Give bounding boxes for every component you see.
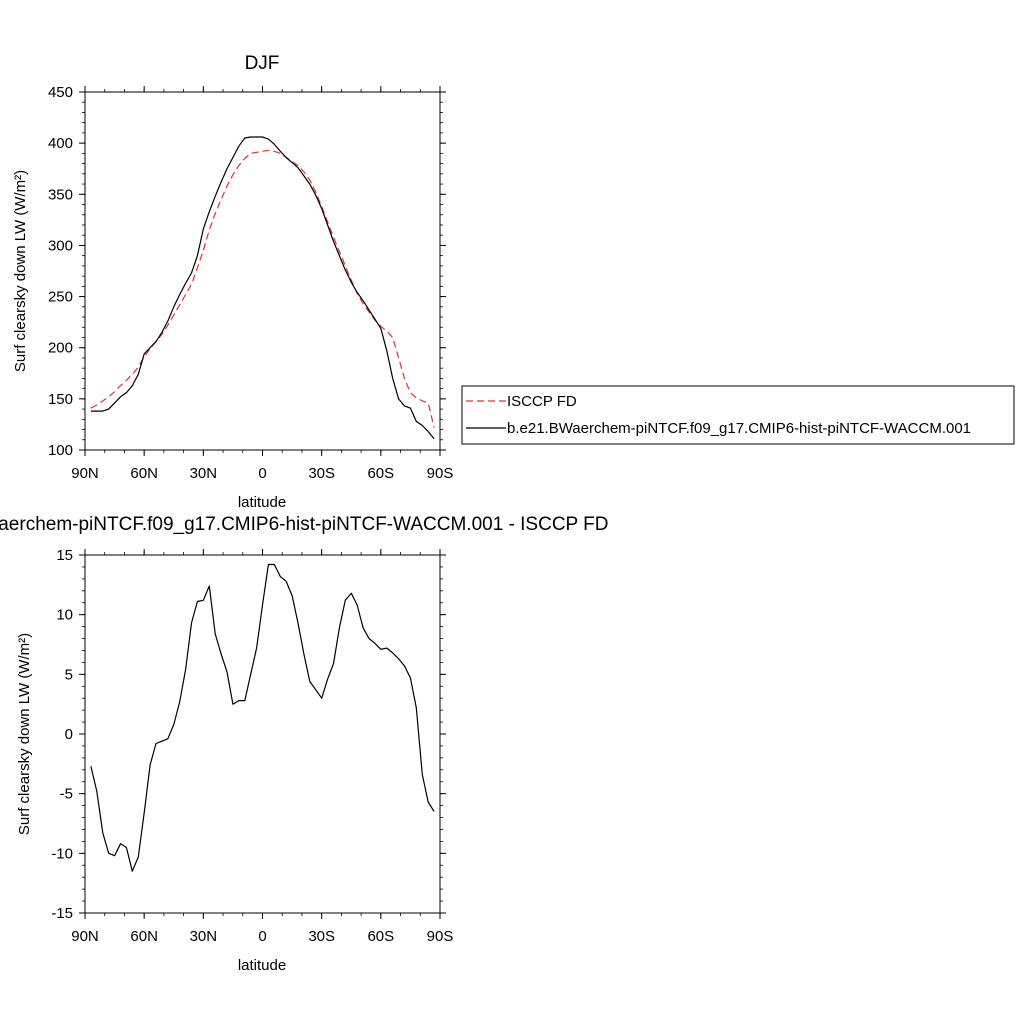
bottom-y-tick-label: 0 bbox=[65, 726, 73, 743]
top-panel-title: DJF bbox=[245, 53, 280, 74]
bottom-series-line-0 bbox=[90, 563, 435, 872]
legend-label-model: b.e21.BWaerchem-piNTCF.f09_g17.CMIP6-his… bbox=[507, 420, 971, 437]
legend-label-isccp: ISCCP FD bbox=[507, 393, 577, 410]
bottom-panel-y-tick-labels: -15 -10 -5 0 5 10 15 bbox=[51, 547, 73, 922]
top-y-tick-label: 150 bbox=[48, 391, 73, 408]
bottom-x-tick-label: 90S bbox=[427, 928, 454, 945]
bottom-y-tick-label: 5 bbox=[65, 666, 73, 683]
top-x-tick-label: 90N bbox=[71, 465, 99, 482]
bottom-y-tick-label: 15 bbox=[56, 547, 73, 564]
bottom-panel-x-axis-label: latitude bbox=[238, 957, 286, 974]
bottom-panel-difference: b.e21.BWaerchem-piNTCF.f09_g17.CMIP6-his… bbox=[0, 514, 608, 974]
top-series-line-1 bbox=[90, 136, 435, 440]
top-y-tick-label: 400 bbox=[48, 135, 73, 152]
top-panel-plot-frame bbox=[84, 91, 441, 451]
top-panel-x-tick-labels: 90N 60N 30N 0 30S 60S 90S bbox=[71, 465, 453, 482]
bottom-x-tick-label: 60S bbox=[367, 928, 394, 945]
top-y-tick-label: 300 bbox=[48, 237, 73, 254]
bottom-panel-title: b.e21.BWaerchem-piNTCF.f09_g17.CMIP6-his… bbox=[0, 514, 608, 535]
top-x-tick-label: 60S bbox=[367, 465, 394, 482]
top-panel-ticks bbox=[79, 86, 446, 456]
bottom-x-tick-label: 30N bbox=[190, 928, 218, 945]
bottom-x-tick-label: 0 bbox=[258, 928, 266, 945]
top-x-tick-label: 30N bbox=[190, 465, 218, 482]
bottom-y-tick-label: -10 bbox=[51, 845, 73, 862]
top-x-tick-label: 0 bbox=[258, 465, 266, 482]
top-panel-y-tick-labels: 100 150 200 250 300 350 400 450 bbox=[48, 84, 73, 459]
top-y-tick-label: 250 bbox=[48, 289, 73, 306]
top-panel-lines bbox=[90, 136, 435, 440]
top-series-line-0 bbox=[90, 149, 435, 428]
top-y-tick-label: 200 bbox=[48, 340, 73, 357]
bottom-panel-y-axis-label: Surf clearsky down LW (W/m²) bbox=[16, 633, 33, 835]
legend: ISCCP FD b.e21.BWaerchem-piNTCF.f09_g17.… bbox=[461, 385, 1015, 445]
bottom-x-tick-label: 90N bbox=[71, 928, 99, 945]
top-panel-djf: DJF 100 150 200 250 300 350 400 450 90N 60N 30N 0 3… bbox=[12, 53, 453, 511]
top-x-tick-label: 60N bbox=[130, 465, 158, 482]
bottom-panel-lines bbox=[90, 563, 435, 872]
bottom-x-tick-label: 30S bbox=[308, 928, 335, 945]
top-y-tick-label: 450 bbox=[48, 84, 73, 101]
legend-box bbox=[461, 385, 1015, 445]
top-panel-x-axis-label: latitude bbox=[238, 494, 286, 511]
top-y-tick-label: 350 bbox=[48, 186, 73, 203]
bottom-x-tick-label: 60N bbox=[130, 928, 158, 945]
bottom-y-tick-label: -15 bbox=[51, 905, 73, 922]
top-panel-y-axis-label: Surf clearsky down LW (W/m²) bbox=[12, 170, 29, 372]
bottom-panel-plot-frame bbox=[84, 554, 441, 914]
top-x-tick-label: 90S bbox=[427, 465, 454, 482]
top-y-tick-label: 100 bbox=[48, 442, 73, 459]
top-x-tick-label: 30S bbox=[308, 465, 335, 482]
bottom-y-tick-label: -5 bbox=[60, 786, 73, 803]
bottom-panel-x-tick-labels: 90N 60N 30N 0 30S 60S 90S bbox=[71, 928, 453, 945]
bottom-y-tick-label: 10 bbox=[56, 607, 73, 624]
